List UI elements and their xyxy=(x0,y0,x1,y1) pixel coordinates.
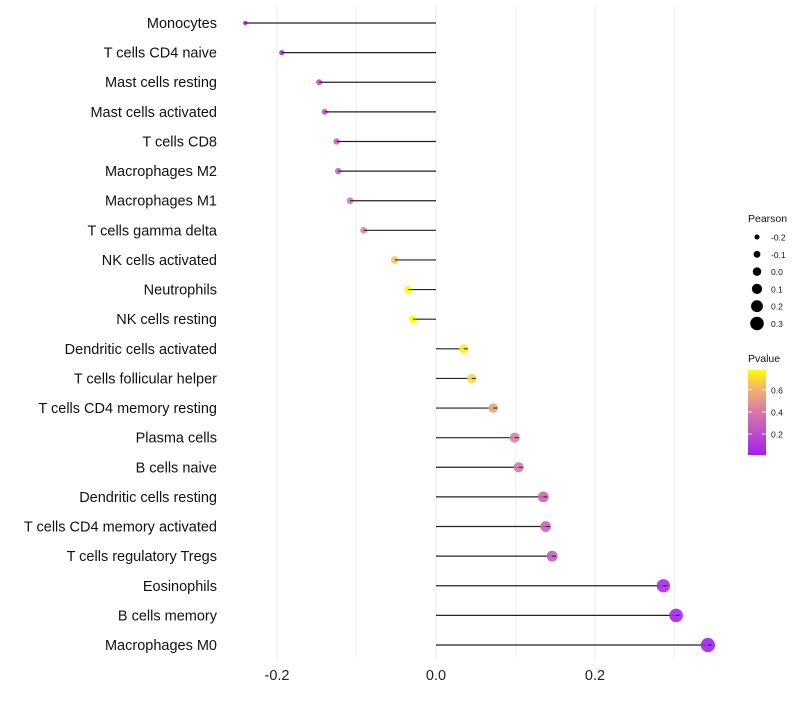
category-label: Neutrophils xyxy=(144,283,217,299)
category-label: NK cells resting xyxy=(116,312,217,328)
category-label: T cells CD4 memory activated xyxy=(24,520,217,536)
category-label: NK cells activated xyxy=(102,253,217,269)
size-legend-key xyxy=(754,234,760,240)
size-legend-key xyxy=(753,250,761,258)
category-label: T cells CD8 xyxy=(142,134,217,150)
category-label: T cells follicular helper xyxy=(74,371,217,387)
size-legend-label: 0.2 xyxy=(771,302,783,312)
category-label: T cells CD4 naive xyxy=(104,46,217,62)
lollipop-point xyxy=(540,521,552,532)
x-tick-label: 0.2 xyxy=(585,668,605,684)
category-label: Plasma cells xyxy=(136,431,217,447)
color-legend-label: 0.4 xyxy=(771,407,783,417)
size-legend-key xyxy=(750,316,764,331)
lollipop-point xyxy=(546,550,558,562)
category-label: Mast cells activated xyxy=(90,105,217,121)
size-legend-label: 0.0 xyxy=(771,267,783,277)
category-label: T cells CD4 memory resting xyxy=(38,401,217,417)
category-label: Macrophages M0 xyxy=(105,638,217,654)
color-legend-label: 0.6 xyxy=(771,385,783,395)
category-label: Macrophages M1 xyxy=(105,194,217,210)
color-legend-label: 0.2 xyxy=(771,430,783,440)
size-legend-key xyxy=(751,283,763,294)
category-label: B cells memory xyxy=(118,608,218,624)
category-label: Mast cells resting xyxy=(105,75,217,91)
size-legend-label: -0.2 xyxy=(771,233,786,243)
category-label: B cells naive xyxy=(136,460,217,476)
size-legend-label: 0.1 xyxy=(771,284,783,294)
color-legend-bar xyxy=(748,370,766,455)
x-tick-label: 0.0 xyxy=(426,668,446,684)
color-legend-title: Pvalue xyxy=(748,353,780,365)
size-legend-key xyxy=(752,267,762,276)
size-legend-label: 0.3 xyxy=(771,319,783,329)
size-legend-title: Pearson xyxy=(748,213,787,225)
category-label: T cells regulatory Tregs xyxy=(67,549,217,565)
lollipop-point xyxy=(513,462,524,473)
category-label: T cells gamma delta xyxy=(88,223,218,239)
size-legend-key xyxy=(751,300,763,313)
category-label: Eosinophils xyxy=(143,579,217,595)
category-label: Monocytes xyxy=(147,16,217,32)
size-legend-label: -0.1 xyxy=(771,250,786,260)
category-label: Dendritic cells activated xyxy=(65,342,217,358)
category-label: Dendritic cells resting xyxy=(79,490,217,506)
category-label: Macrophages M2 xyxy=(105,164,217,180)
x-tick-label: -0.2 xyxy=(265,668,290,684)
